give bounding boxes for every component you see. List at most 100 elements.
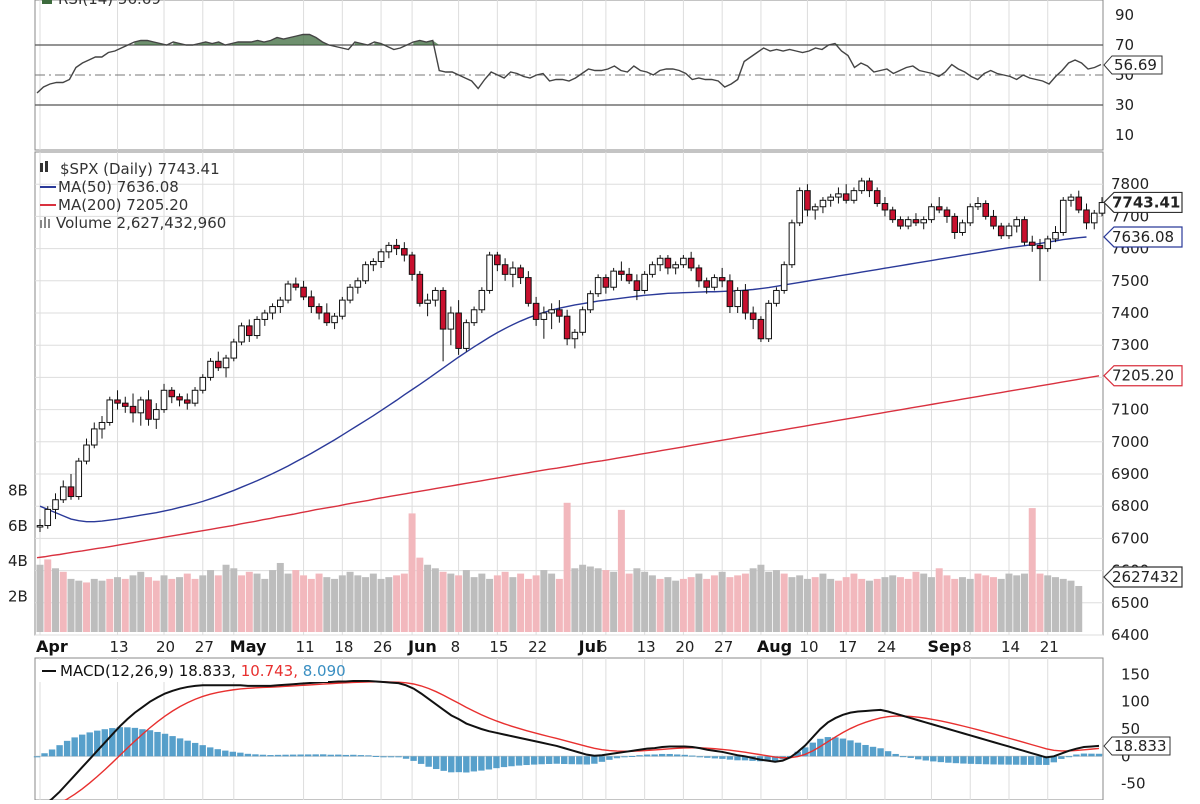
macd-histogram-bar (184, 740, 191, 757)
candle-down (323, 312, 331, 324)
candle-down (215, 360, 222, 369)
macd-readout-box (1103, 736, 1171, 756)
volume-bar (625, 573, 633, 632)
macd-histogram-bar (86, 732, 93, 757)
macd-histogram-bar (960, 756, 967, 764)
macd-histogram-bar (71, 737, 78, 757)
volume-bar (889, 575, 897, 632)
candle-down (912, 219, 920, 224)
x-axis-month-label: Aug (757, 637, 792, 656)
volume-bar (462, 570, 470, 632)
macd-histogram-bar (372, 755, 380, 757)
macd-histogram-bar (945, 756, 952, 763)
volume-axis-tick: 4B (8, 552, 28, 570)
candle-down (525, 277, 532, 304)
candle-down (625, 273, 633, 282)
volume-bar (827, 578, 835, 632)
x-axis-day-label: 14 (1001, 638, 1020, 656)
macd-histogram-bar (681, 754, 688, 757)
macd-histogram-bar (824, 737, 832, 757)
candle-up (858, 180, 865, 192)
candle-up (1052, 232, 1059, 240)
macd-histogram-bar (410, 756, 417, 761)
volume-bar (191, 578, 199, 632)
x-axis-day-label: 8 (451, 638, 461, 656)
x-axis-day-label: 22 (528, 638, 547, 656)
volume-legend-icon-bar (48, 219, 50, 228)
macd-histogram-bar (689, 755, 696, 757)
volume-bar (1005, 573, 1013, 632)
volume-axis-tick: 2B (8, 588, 28, 606)
candle-down (943, 209, 951, 217)
candle-up (424, 299, 431, 304)
macd-histogram-bar (884, 751, 892, 757)
macd-histogram-bar (674, 754, 681, 757)
volume-bar (145, 577, 153, 632)
volume-bar (803, 578, 811, 632)
volume-bar (183, 573, 191, 632)
volume-bar (137, 571, 145, 632)
candle-up (610, 270, 617, 288)
macd-histogram-bar (1012, 756, 1020, 765)
candle-down (532, 302, 540, 320)
candle-up (261, 312, 269, 320)
macd-histogram-bar (726, 756, 734, 760)
candle-up (83, 444, 90, 462)
volume-bar (912, 571, 920, 632)
candle-up (339, 299, 346, 317)
candle-up (579, 309, 586, 333)
volume-bar (555, 578, 563, 632)
macd-histogram-bar (899, 756, 907, 758)
volume-bar (548, 573, 556, 632)
candle-down (517, 267, 524, 279)
candle-up (587, 293, 594, 311)
macd-histogram-bar (425, 756, 432, 767)
volume-bar (563, 502, 571, 632)
candle-down (726, 280, 734, 308)
candle-up (137, 399, 145, 414)
rsi-axis-tick: 30 (1115, 96, 1134, 114)
candle-down (687, 257, 695, 269)
candle-up (470, 309, 478, 324)
volume-bar (695, 573, 703, 632)
price-axis-tick: 6900 (1111, 465, 1149, 483)
candle-up (44, 508, 52, 527)
macd-histogram-bar (561, 756, 568, 765)
candle-up (649, 264, 656, 275)
volume-bar (36, 564, 44, 632)
candle-down (556, 309, 563, 317)
volume-bar (222, 564, 230, 632)
x-axis-day-label: 27 (195, 638, 214, 656)
x-axis-day-label: 15 (489, 638, 508, 656)
macd-histogram-bar (199, 745, 206, 757)
candle-up (509, 267, 517, 275)
macd-histogram-bar (839, 738, 847, 757)
candle-up (641, 273, 648, 291)
candle-down (951, 215, 959, 233)
candle-up (827, 196, 834, 201)
candle-down (168, 389, 176, 398)
x-axis-day-label: 21 (1040, 638, 1059, 656)
macd-signal-value: 10.743, (241, 662, 303, 680)
macd-histogram-bar (711, 756, 719, 759)
macd-histogram-bar (990, 756, 997, 765)
candle-down (804, 190, 811, 211)
volume-bar (106, 578, 114, 632)
volume-bar (718, 571, 726, 632)
volume-bar (532, 575, 540, 632)
macd-histogram-bar (734, 756, 741, 761)
volume-bar (269, 570, 277, 632)
macd-histogram-bar (297, 754, 304, 757)
candle-up (277, 299, 284, 308)
volume-bar (757, 564, 765, 632)
volume-bar (315, 573, 323, 632)
candle-up (160, 389, 168, 411)
candle-up (354, 280, 362, 288)
volume-bar (796, 575, 804, 632)
candle-up (385, 244, 393, 253)
macd-histogram-bar (432, 756, 440, 770)
rsi-axis-tick: 90 (1115, 6, 1134, 24)
macd-histogram-bar (395, 756, 402, 758)
macd-axis-tick: 100 (1121, 693, 1150, 711)
candle-down (176, 396, 183, 401)
